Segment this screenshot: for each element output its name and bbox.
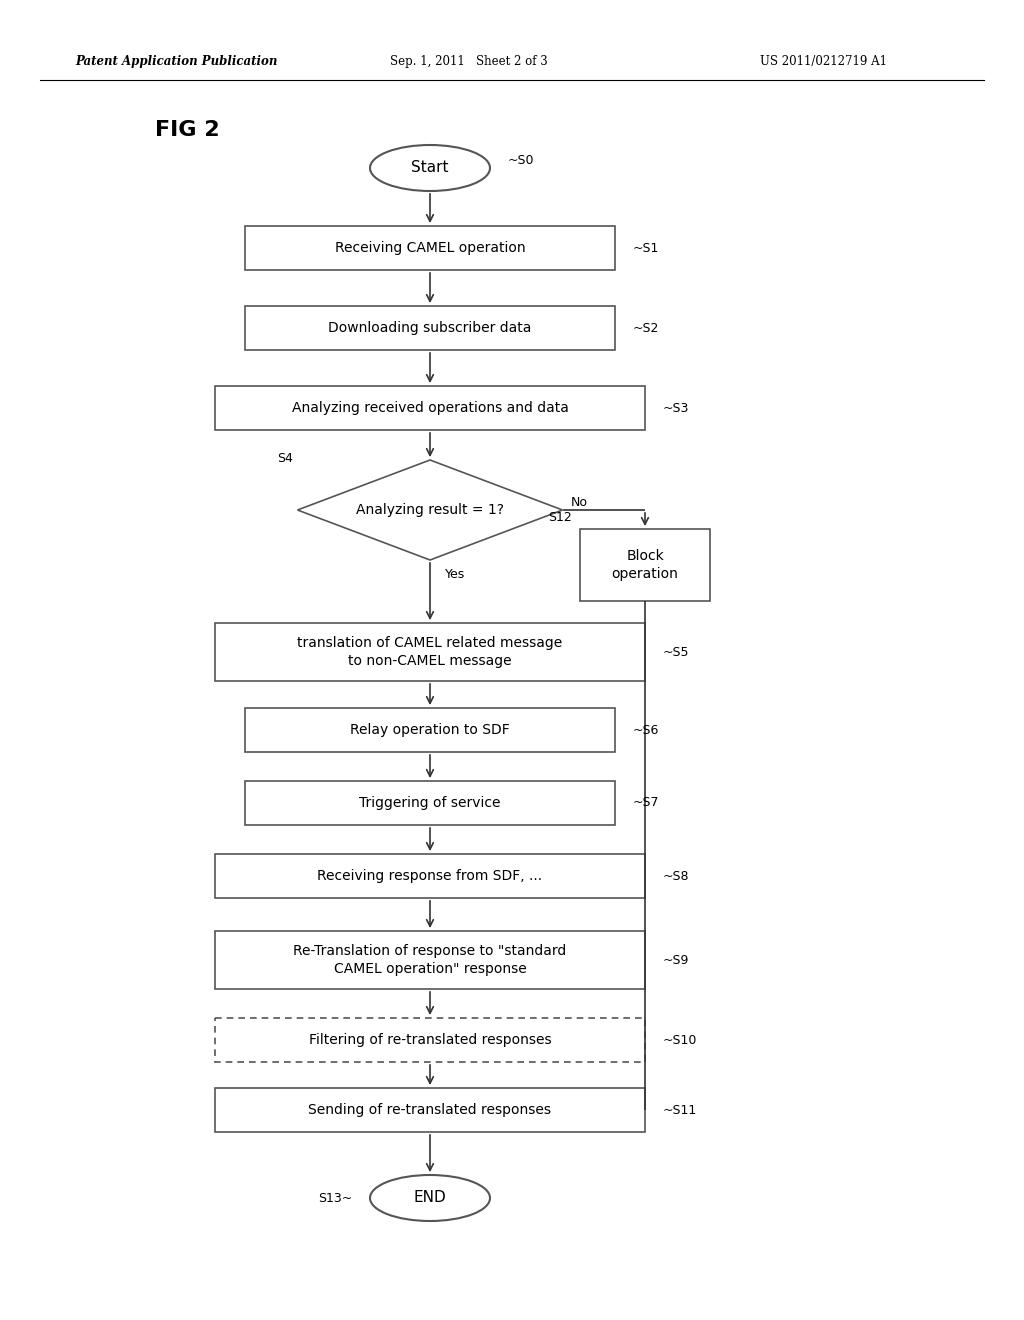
Text: US 2011/0212719 A1: US 2011/0212719 A1 <box>760 55 887 69</box>
Text: ~S7: ~S7 <box>633 796 659 809</box>
Text: Block
operation: Block operation <box>611 549 679 581</box>
Text: Analyzing received operations and data: Analyzing received operations and data <box>292 401 568 414</box>
Text: Analyzing result = 1?: Analyzing result = 1? <box>356 503 504 517</box>
Text: Filtering of re-translated responses: Filtering of re-translated responses <box>308 1034 551 1047</box>
Text: ~S6: ~S6 <box>633 723 659 737</box>
Text: Yes: Yes <box>445 568 465 581</box>
Bar <box>245 708 615 752</box>
Bar <box>245 226 615 271</box>
Text: No: No <box>570 495 588 508</box>
Bar <box>245 306 615 350</box>
Text: ~S3: ~S3 <box>663 401 689 414</box>
Bar <box>215 1018 645 1063</box>
Text: Triggering of service: Triggering of service <box>359 796 501 810</box>
Text: ~S10: ~S10 <box>663 1034 697 1047</box>
Text: END: END <box>414 1191 446 1205</box>
Text: Relay operation to SDF: Relay operation to SDF <box>350 723 510 737</box>
Text: Sending of re-translated responses: Sending of re-translated responses <box>308 1104 552 1117</box>
Text: Sep. 1, 2011   Sheet 2 of 3: Sep. 1, 2011 Sheet 2 of 3 <box>390 55 548 69</box>
Bar <box>215 1088 645 1133</box>
Text: ~S5: ~S5 <box>663 645 689 659</box>
Text: S12: S12 <box>548 511 572 524</box>
Bar <box>580 529 710 601</box>
Bar <box>215 385 645 430</box>
Text: ~S1: ~S1 <box>633 242 659 255</box>
Bar <box>215 854 645 898</box>
Text: Start: Start <box>412 161 449 176</box>
Text: S13~: S13~ <box>317 1192 352 1204</box>
Text: Re-Translation of response to "standard
CAMEL operation" response: Re-Translation of response to "standard … <box>293 944 566 977</box>
Text: Receiving response from SDF, ...: Receiving response from SDF, ... <box>317 869 543 883</box>
Text: Patent Application Publication: Patent Application Publication <box>75 55 278 69</box>
Bar <box>215 931 645 989</box>
Text: ~S2: ~S2 <box>633 322 659 334</box>
Text: Downloading subscriber data: Downloading subscriber data <box>329 321 531 335</box>
Text: ~S9: ~S9 <box>663 953 689 966</box>
Text: FIG 2: FIG 2 <box>155 120 219 140</box>
Bar <box>245 781 615 825</box>
Text: translation of CAMEL related message
to non-CAMEL message: translation of CAMEL related message to … <box>297 636 562 668</box>
Bar <box>215 623 645 681</box>
Text: ~S0: ~S0 <box>508 153 535 166</box>
Text: ~S8: ~S8 <box>663 870 689 883</box>
Text: ~S11: ~S11 <box>663 1104 697 1117</box>
Text: Receiving CAMEL operation: Receiving CAMEL operation <box>335 242 525 255</box>
Text: S4: S4 <box>276 451 293 465</box>
